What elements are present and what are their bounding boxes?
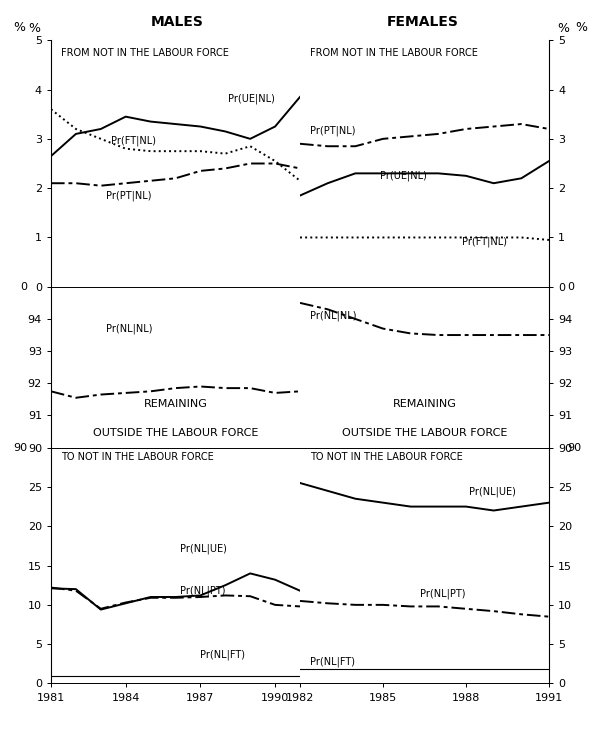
Text: Pr(NL|UE): Pr(NL|UE): [469, 487, 516, 497]
Text: Pr(PT|NL): Pr(PT|NL): [106, 190, 151, 200]
Text: OUTSIDE THE LABOUR FORCE: OUTSIDE THE LABOUR FORCE: [342, 428, 507, 439]
Text: FEMALES: FEMALES: [387, 15, 459, 29]
Text: Pr(UE|NL): Pr(UE|NL): [228, 94, 275, 105]
Text: 0: 0: [568, 281, 575, 292]
Text: Pr(FT|NL): Pr(FT|NL): [462, 237, 507, 247]
Text: TO NOT IN THE LABOUR FORCE: TO NOT IN THE LABOUR FORCE: [61, 452, 214, 462]
Text: %: %: [13, 21, 25, 34]
Text: Pr(NL|UE): Pr(NL|UE): [181, 543, 227, 554]
Text: %: %: [575, 21, 587, 34]
Text: %: %: [557, 22, 569, 35]
Text: FROM NOT IN THE LABOUR FORCE: FROM NOT IN THE LABOUR FORCE: [61, 48, 229, 58]
Text: Pr(PT|NL): Pr(PT|NL): [310, 126, 355, 137]
Text: %: %: [29, 22, 41, 35]
Text: 90: 90: [13, 442, 28, 452]
Text: TO NOT IN THE LABOUR FORCE: TO NOT IN THE LABOUR FORCE: [310, 452, 463, 462]
Text: Pr(NL|PT): Pr(NL|PT): [419, 588, 465, 599]
Text: REMAINING: REMAINING: [143, 399, 208, 409]
Text: Pr(UE|NL): Pr(UE|NL): [380, 170, 427, 181]
Text: 0: 0: [20, 281, 28, 292]
Text: 90: 90: [568, 442, 582, 452]
Text: REMAINING: REMAINING: [392, 399, 457, 409]
Text: Pr(FT|NL): Pr(FT|NL): [111, 136, 156, 146]
Text: MALES: MALES: [151, 15, 203, 29]
Text: Pr(NL|PT): Pr(NL|PT): [181, 586, 226, 596]
Text: Pr(NL|FT): Pr(NL|FT): [310, 656, 355, 667]
Text: Pr(NL|NL): Pr(NL|NL): [310, 311, 356, 322]
Text: Pr(NL|NL): Pr(NL|NL): [106, 324, 152, 334]
Text: Pr(NL|FT): Pr(NL|FT): [200, 650, 245, 660]
Text: OUTSIDE THE LABOUR FORCE: OUTSIDE THE LABOUR FORCE: [93, 428, 258, 439]
Text: FROM NOT IN THE LABOUR FORCE: FROM NOT IN THE LABOUR FORCE: [310, 48, 478, 58]
